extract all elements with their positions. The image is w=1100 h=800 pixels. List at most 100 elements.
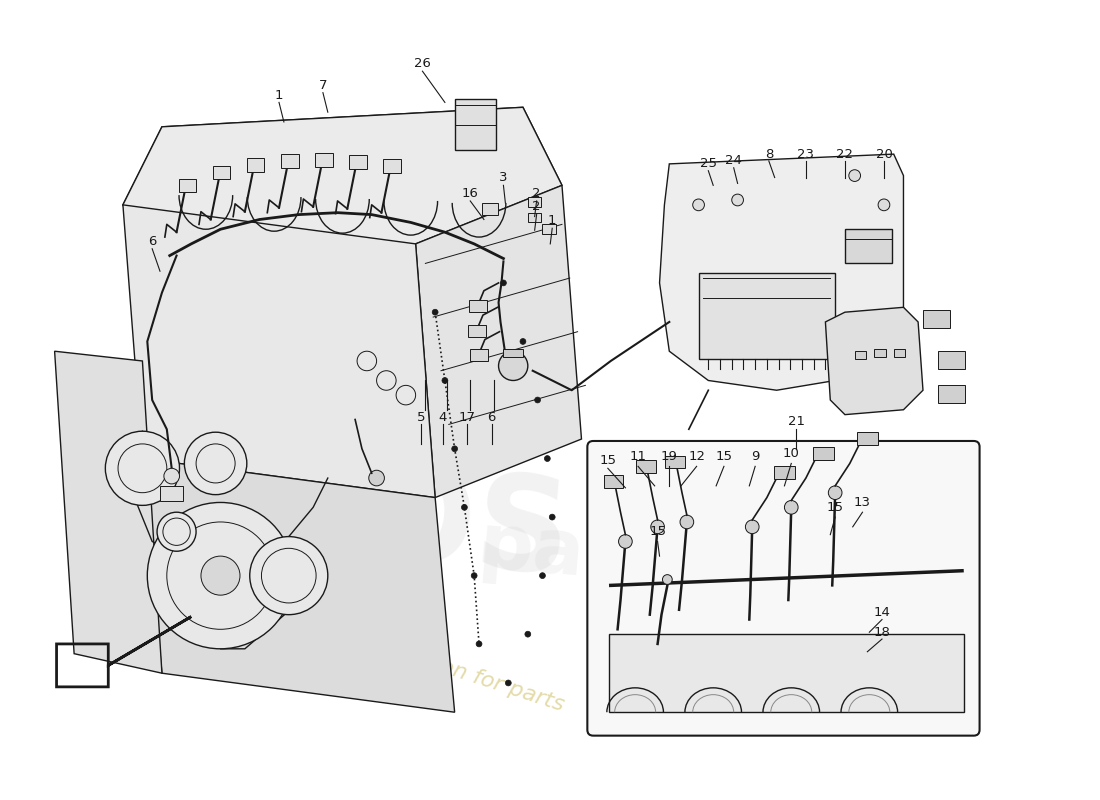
Text: 12: 12 bbox=[689, 450, 705, 463]
Circle shape bbox=[732, 194, 744, 206]
Circle shape bbox=[680, 515, 694, 529]
Circle shape bbox=[505, 680, 512, 686]
Text: 14: 14 bbox=[873, 606, 890, 619]
Polygon shape bbox=[123, 107, 562, 263]
Bar bbox=[845, 230, 892, 263]
Circle shape bbox=[525, 631, 531, 637]
Bar bbox=[160, 486, 184, 502]
Text: 2: 2 bbox=[532, 186, 541, 200]
Text: 20: 20 bbox=[876, 148, 892, 161]
Text: 15: 15 bbox=[649, 526, 667, 538]
Circle shape bbox=[535, 397, 540, 403]
Text: 15: 15 bbox=[715, 450, 733, 463]
Circle shape bbox=[185, 432, 246, 494]
Circle shape bbox=[442, 378, 448, 383]
Circle shape bbox=[651, 520, 664, 534]
Circle shape bbox=[164, 468, 179, 484]
Circle shape bbox=[368, 470, 384, 486]
Bar bbox=[469, 325, 486, 337]
Circle shape bbox=[520, 338, 526, 344]
Circle shape bbox=[549, 514, 556, 520]
Polygon shape bbox=[825, 307, 923, 414]
Circle shape bbox=[250, 537, 328, 614]
Bar bbox=[470, 301, 487, 312]
Circle shape bbox=[500, 280, 506, 286]
FancyBboxPatch shape bbox=[587, 441, 980, 736]
Bar bbox=[350, 155, 366, 169]
Bar bbox=[923, 310, 950, 328]
Bar bbox=[773, 466, 795, 479]
Circle shape bbox=[498, 351, 528, 381]
Circle shape bbox=[471, 573, 477, 578]
Polygon shape bbox=[660, 154, 903, 390]
Text: 8: 8 bbox=[764, 148, 773, 161]
Circle shape bbox=[544, 456, 550, 462]
Text: 10: 10 bbox=[783, 447, 800, 460]
Text: 15: 15 bbox=[600, 454, 616, 467]
Bar bbox=[384, 159, 402, 173]
Text: 21: 21 bbox=[788, 415, 804, 428]
Text: parts: parts bbox=[475, 510, 707, 603]
Bar bbox=[604, 475, 624, 488]
Bar bbox=[857, 432, 878, 445]
Bar bbox=[893, 350, 905, 357]
Text: 9: 9 bbox=[751, 450, 759, 463]
Text: 5: 5 bbox=[417, 411, 426, 424]
Text: 23: 23 bbox=[798, 148, 814, 161]
Circle shape bbox=[662, 574, 672, 585]
Bar bbox=[454, 99, 496, 150]
Circle shape bbox=[147, 502, 294, 649]
Text: 4: 4 bbox=[439, 411, 447, 424]
Bar bbox=[504, 350, 522, 357]
Text: 1: 1 bbox=[548, 214, 557, 227]
Text: 13: 13 bbox=[854, 496, 871, 509]
Polygon shape bbox=[142, 458, 454, 712]
Circle shape bbox=[106, 431, 179, 506]
Circle shape bbox=[618, 534, 632, 548]
Bar bbox=[212, 166, 230, 179]
Text: 2: 2 bbox=[532, 200, 541, 214]
Text: a passion for parts: a passion for parts bbox=[363, 631, 566, 715]
Text: 3: 3 bbox=[499, 171, 508, 184]
Polygon shape bbox=[123, 107, 562, 263]
Text: 16: 16 bbox=[462, 186, 478, 200]
Polygon shape bbox=[123, 205, 436, 498]
Circle shape bbox=[462, 505, 468, 510]
Polygon shape bbox=[416, 186, 582, 498]
Bar bbox=[482, 203, 497, 214]
Bar bbox=[874, 350, 886, 357]
Circle shape bbox=[878, 199, 890, 210]
Circle shape bbox=[849, 170, 860, 182]
Bar bbox=[937, 386, 965, 403]
Bar bbox=[937, 351, 965, 369]
Text: 25: 25 bbox=[700, 158, 717, 170]
Bar bbox=[698, 273, 835, 359]
Text: 18: 18 bbox=[873, 626, 890, 638]
Circle shape bbox=[784, 501, 799, 514]
Circle shape bbox=[539, 573, 546, 578]
Text: 1: 1 bbox=[275, 89, 284, 102]
Polygon shape bbox=[55, 351, 162, 673]
Bar bbox=[246, 158, 264, 172]
Bar bbox=[471, 350, 487, 361]
Text: 11: 11 bbox=[629, 450, 647, 463]
Bar bbox=[666, 456, 685, 468]
Bar bbox=[280, 154, 298, 168]
Circle shape bbox=[201, 556, 240, 595]
Text: 22: 22 bbox=[836, 148, 854, 161]
Circle shape bbox=[157, 512, 196, 551]
Circle shape bbox=[476, 641, 482, 647]
Bar bbox=[855, 351, 867, 359]
Bar bbox=[178, 178, 196, 192]
Text: 26: 26 bbox=[414, 57, 431, 70]
Circle shape bbox=[746, 520, 759, 534]
Text: 19: 19 bbox=[661, 450, 678, 463]
Text: 24: 24 bbox=[725, 154, 742, 167]
Circle shape bbox=[693, 199, 704, 210]
Bar bbox=[542, 224, 557, 234]
Text: 15: 15 bbox=[827, 501, 844, 514]
Bar bbox=[528, 197, 541, 207]
Circle shape bbox=[432, 310, 438, 315]
Circle shape bbox=[452, 446, 458, 452]
Text: 7: 7 bbox=[319, 79, 327, 92]
